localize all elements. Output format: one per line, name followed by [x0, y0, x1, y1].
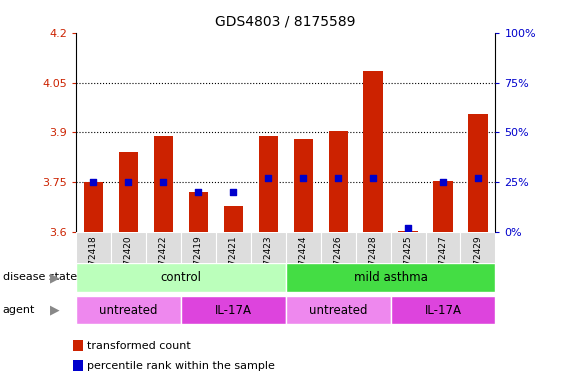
Bar: [76, 296, 181, 324]
Text: IL-17A: IL-17A: [215, 304, 252, 316]
Point: [263, 175, 272, 182]
Bar: [146, 232, 181, 292]
Bar: [84, 182, 103, 232]
Bar: [181, 232, 216, 292]
Text: control: control: [160, 271, 202, 284]
Text: GSM872422: GSM872422: [159, 235, 168, 290]
Text: GSM872424: GSM872424: [299, 235, 308, 290]
Text: IL-17A: IL-17A: [425, 304, 462, 316]
Text: agent: agent: [3, 305, 35, 315]
Text: GSM872421: GSM872421: [229, 235, 238, 290]
Text: percentile rank within the sample: percentile rank within the sample: [87, 361, 275, 371]
Bar: [189, 192, 208, 232]
Text: mild asthma: mild asthma: [354, 271, 427, 284]
Bar: [321, 232, 356, 292]
Bar: [356, 232, 391, 292]
Point: [369, 175, 378, 182]
Text: GSM872420: GSM872420: [124, 235, 133, 290]
Bar: [329, 131, 348, 232]
Point: [334, 175, 343, 182]
Bar: [285, 296, 391, 324]
Text: GSM872428: GSM872428: [369, 235, 378, 290]
Bar: [399, 231, 418, 232]
Text: GSM872429: GSM872429: [473, 235, 482, 290]
Point: [124, 179, 133, 185]
Bar: [285, 263, 495, 292]
Bar: [258, 136, 278, 232]
Text: untreated: untreated: [309, 304, 368, 316]
Bar: [251, 232, 286, 292]
Point: [439, 179, 448, 185]
Bar: [181, 296, 286, 324]
Bar: [468, 114, 488, 232]
Bar: [119, 152, 138, 232]
Text: ▶: ▶: [50, 304, 60, 316]
Text: GSM872418: GSM872418: [89, 235, 98, 290]
Bar: [461, 232, 495, 292]
Bar: [426, 232, 461, 292]
Bar: [111, 232, 146, 292]
Point: [229, 189, 238, 195]
Point: [89, 179, 98, 185]
Bar: [293, 139, 313, 232]
Bar: [154, 136, 173, 232]
Bar: [364, 71, 383, 232]
Text: GSM872419: GSM872419: [194, 235, 203, 290]
Text: untreated: untreated: [99, 304, 158, 316]
Text: GSM872425: GSM872425: [404, 235, 413, 290]
Bar: [391, 296, 495, 324]
Bar: [434, 181, 453, 232]
Text: GSM872427: GSM872427: [439, 235, 448, 290]
Title: GDS4803 / 8175589: GDS4803 / 8175589: [216, 15, 356, 29]
Bar: [76, 232, 111, 292]
Point: [194, 189, 203, 195]
Point: [473, 175, 482, 182]
Bar: [285, 232, 321, 292]
Text: disease state: disease state: [3, 272, 77, 283]
Bar: [76, 263, 285, 292]
Text: GSM872423: GSM872423: [263, 235, 272, 290]
Bar: [391, 232, 426, 292]
Text: ▶: ▶: [50, 271, 60, 284]
Bar: [216, 232, 251, 292]
Point: [159, 179, 168, 185]
Point: [299, 175, 308, 182]
Text: GSM872426: GSM872426: [334, 235, 343, 290]
Point: [404, 225, 413, 232]
Bar: [224, 206, 243, 232]
Text: transformed count: transformed count: [87, 341, 191, 351]
